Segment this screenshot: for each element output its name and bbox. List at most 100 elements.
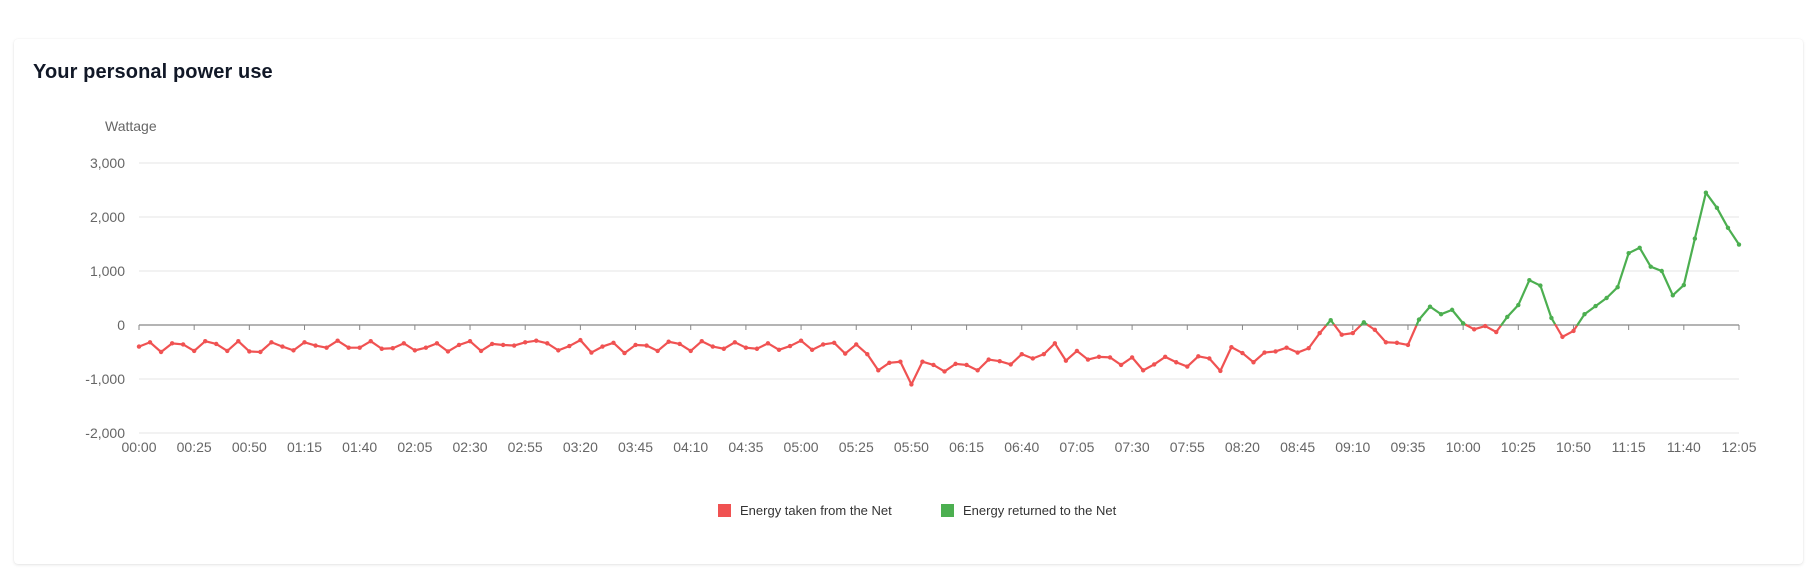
data-point: [346, 345, 351, 350]
data-point: [975, 368, 980, 373]
line-segment: [1241, 351, 1255, 364]
line-segment: [1428, 305, 1443, 316]
line-segment: [292, 341, 306, 352]
data-point: [1019, 351, 1024, 357]
grid-lines: [139, 162, 1739, 434]
data-point: [589, 350, 594, 355]
line-segment: [799, 339, 814, 351]
line-segment: [1605, 286, 1619, 300]
data-point: [1703, 190, 1709, 195]
data-point: [1549, 315, 1554, 321]
line-segment: [1638, 246, 1652, 268]
data-point: [1527, 277, 1532, 283]
line-segment: [1506, 303, 1520, 318]
line-segment: [1053, 342, 1067, 362]
data-point: [1460, 321, 1466, 326]
data-point: [1096, 354, 1102, 360]
data-point: [1140, 368, 1146, 373]
x-tick-label: 05:25: [839, 439, 874, 455]
data-point: [545, 341, 550, 346]
legend-label: Energy returned to the Net: [963, 503, 1117, 518]
data-point: [854, 342, 859, 347]
data-point: [1085, 357, 1091, 362]
data-point: [776, 347, 782, 353]
data-point: [390, 346, 395, 351]
data-points: [136, 190, 1742, 387]
x-tick-label: 01:40: [342, 439, 377, 455]
data-point: [1516, 302, 1521, 308]
data-point: [1416, 317, 1422, 322]
data-point: [258, 349, 263, 355]
data-point: [1648, 264, 1653, 269]
data-point: [379, 346, 384, 351]
line-segment: [1064, 349, 1079, 362]
line-segment: [1075, 349, 1090, 361]
line-segment: [943, 362, 957, 373]
data-point: [754, 346, 760, 351]
line-segment: [1671, 283, 1685, 297]
line-segment: [1042, 342, 1056, 356]
data-point: [1284, 345, 1289, 350]
data-point: [743, 345, 749, 350]
data-point: [511, 343, 517, 348]
x-tick-label: 09:10: [1335, 439, 1370, 455]
y-axis-ticks: 3,000 2,000 1,000 0 -1,000 -2,000: [85, 155, 125, 441]
data-point: [1560, 334, 1565, 340]
line-segment: [1417, 305, 1432, 321]
line-segment: [877, 361, 891, 372]
data-point: [1714, 205, 1720, 211]
data-point: [1240, 350, 1245, 356]
data-point: [611, 340, 616, 346]
data-point: [942, 369, 947, 374]
data-point: [578, 337, 583, 343]
data-point: [567, 343, 572, 349]
data-point: [434, 341, 440, 346]
line-segment: [1594, 296, 1608, 308]
y-tick-label: 0: [117, 317, 125, 333]
line-segment: [1208, 357, 1222, 372]
data-point: [500, 342, 506, 348]
line-segment: [623, 343, 637, 355]
data-point: [1692, 236, 1698, 241]
x-tick-label: 05:50: [894, 439, 929, 455]
line-segment: [689, 340, 703, 353]
data-point: [357, 345, 362, 350]
data-point: [1626, 250, 1631, 256]
data-point: [368, 339, 373, 344]
data-point: [1494, 329, 1499, 335]
data-point: [1218, 368, 1223, 374]
line-segment: [1252, 351, 1266, 364]
data-point: [534, 338, 539, 343]
data-point: [1118, 362, 1124, 368]
data-point: [1229, 344, 1234, 350]
data-point: [1582, 312, 1587, 317]
data-point: [1251, 360, 1256, 365]
line-segment: [976, 358, 990, 372]
data-point: [1383, 340, 1389, 345]
line-segment: [1186, 355, 1200, 368]
line-segment: [435, 342, 450, 353]
line-segment: [1119, 356, 1134, 367]
data-point: [1593, 303, 1598, 309]
data-point: [1107, 355, 1113, 360]
data-point: [1505, 314, 1510, 320]
data-point: [997, 358, 1002, 364]
data-point: [1637, 245, 1642, 250]
data-point: [1405, 342, 1411, 348]
data-point: [1427, 304, 1433, 309]
data-point: [1306, 346, 1311, 351]
x-tick-label: 02:05: [397, 439, 432, 455]
data-point: [655, 348, 660, 354]
data-point: [1030, 356, 1035, 361]
line-segment: [1451, 308, 1465, 325]
line-segment: [369, 340, 383, 350]
data-point: [787, 343, 793, 349]
data-point: [699, 339, 704, 344]
data-point: [1438, 312, 1444, 317]
line-segment: [1616, 252, 1630, 289]
x-tick-label: 07:55: [1170, 439, 1205, 455]
data-point: [1273, 349, 1278, 354]
data-point: [710, 344, 715, 349]
x-tick-label: 08:45: [1280, 439, 1315, 455]
